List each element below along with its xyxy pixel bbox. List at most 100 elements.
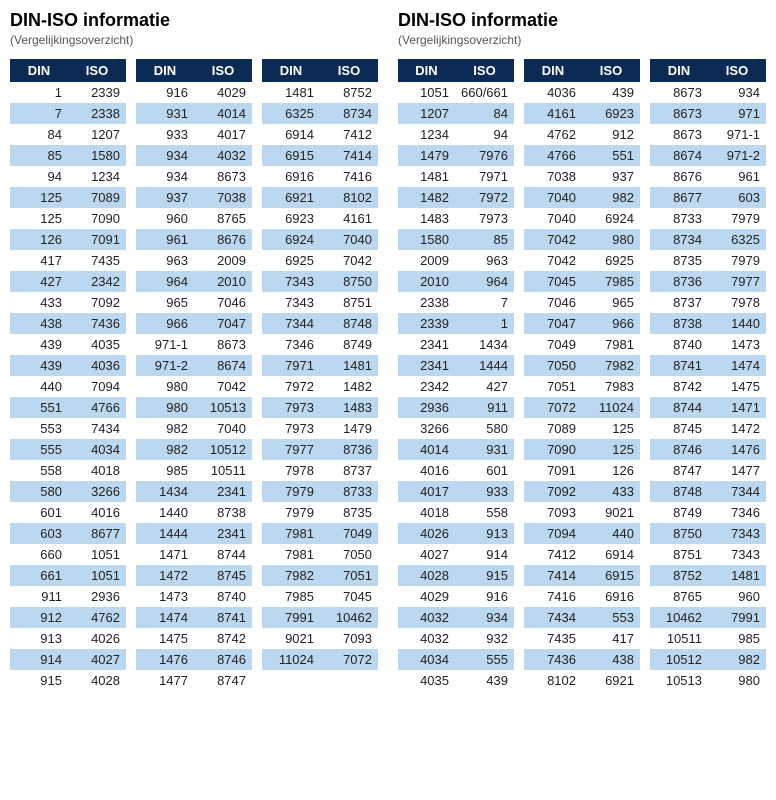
cell-din: 8751: [650, 544, 708, 565]
table-row: 87487344: [650, 481, 766, 502]
table-row: 69167416: [262, 166, 378, 187]
cell-iso: 980: [582, 229, 640, 250]
cell-iso: 8745: [194, 565, 252, 586]
cell-iso: 3266: [68, 481, 126, 502]
cell-din: 558: [10, 460, 68, 481]
cell-din: 6916: [262, 166, 320, 187]
table-row: 4014931: [398, 439, 514, 460]
table-row: 7092433: [524, 481, 640, 502]
cell-din: 2342: [398, 376, 455, 397]
table-row: 73468749: [262, 334, 378, 355]
table-row: 10511985: [650, 628, 766, 649]
table-row: 73448748: [262, 313, 378, 334]
table-row: 79798733: [262, 481, 378, 502]
cell-iso: 2009: [194, 250, 252, 271]
cell-iso: 2010: [194, 271, 252, 292]
cell-din: 8747: [650, 460, 708, 481]
cell-din: 7343: [262, 271, 320, 292]
table-row: 7091126: [524, 460, 640, 481]
cell-din: 7978: [262, 460, 320, 481]
cell-din: 6914: [262, 124, 320, 145]
cell-iso: 8750: [320, 271, 378, 292]
cell-iso: 7092: [68, 292, 126, 313]
cell-din: 2936: [398, 397, 455, 418]
cell-din: 8677: [650, 187, 708, 208]
table-row: 69147412: [262, 124, 378, 145]
cell-iso: 2339: [68, 82, 126, 103]
cell-din: 1483: [398, 208, 455, 229]
cell-din: 2009: [398, 250, 455, 271]
cell-din: 8748: [650, 481, 708, 502]
cell-iso: 7050: [320, 544, 378, 565]
table-row: 1051660/661: [398, 82, 514, 103]
table-row: 90217093: [262, 628, 378, 649]
cell-iso: 8734: [320, 103, 378, 124]
table-row: 4394035: [10, 334, 126, 355]
table-row: 5803266: [10, 481, 126, 502]
cell-iso: 4014: [194, 103, 252, 124]
table-row: 14738740: [136, 586, 252, 607]
cell-iso: 4026: [68, 628, 126, 649]
cell-din: 7040: [524, 187, 582, 208]
cell-din: 603: [10, 523, 68, 544]
cell-iso: 4036: [68, 355, 126, 376]
cell-din: 6921: [262, 187, 320, 208]
cell-din: 3266: [398, 418, 455, 439]
cell-din: 8673: [650, 103, 708, 124]
cell-iso: 914: [455, 544, 514, 565]
table-row: 23387: [398, 292, 514, 313]
cell-din: 1474: [136, 607, 194, 628]
table-row: 7090125: [524, 439, 640, 460]
table-row: 8765960: [650, 586, 766, 607]
table-row: 69157414: [262, 145, 378, 166]
cell-din: 8673: [650, 124, 708, 145]
cell-iso: 553: [582, 607, 640, 628]
table-row: 41616923: [524, 103, 640, 124]
cell-din: 660: [10, 544, 68, 565]
cell-din: 555: [10, 439, 68, 460]
cell-iso: 1481: [708, 565, 766, 586]
cell-din: 10511: [650, 628, 708, 649]
cell-din: 438: [10, 313, 68, 334]
table-row: 4762912: [524, 124, 640, 145]
table-row: 7094440: [524, 523, 640, 544]
cell-iso: 7094: [68, 376, 126, 397]
cell-iso: 7991: [708, 607, 766, 628]
table-row: 8677603: [650, 187, 766, 208]
table-row: 5584018: [10, 460, 126, 481]
cell-iso: 2342: [68, 271, 126, 292]
table-row: 79827051: [262, 565, 378, 586]
cell-din: 1444: [136, 523, 194, 544]
table-row: 69234161: [262, 208, 378, 229]
table-row: 70406924: [524, 208, 640, 229]
cell-iso: 1479: [320, 418, 378, 439]
cell-iso: 4027: [68, 649, 126, 670]
cell-din: 4028: [398, 565, 455, 586]
cell-iso: 4032: [194, 145, 252, 166]
table-row: 2342427: [398, 376, 514, 397]
cell-din: 934: [136, 166, 194, 187]
cell-din: 4762: [524, 124, 582, 145]
table-row: 79778736: [262, 439, 378, 460]
cell-iso: 1481: [320, 355, 378, 376]
table-row: 69257042: [262, 250, 378, 271]
cell-din: 7049: [524, 334, 582, 355]
table-row: 87497346: [650, 502, 766, 523]
cell-din: 84: [10, 124, 68, 145]
cell-iso: 1475: [708, 376, 766, 397]
table-row: 7042980: [524, 229, 640, 250]
table-row: 4272342: [10, 271, 126, 292]
cell-iso: 971: [708, 103, 766, 124]
din-iso-table: DINISO1051660/66112078412349414797976148…: [398, 59, 514, 691]
cell-din: 937: [136, 187, 194, 208]
cell-din: 7971: [262, 355, 320, 376]
cell-din: 433: [10, 292, 68, 313]
col-header-din: DIN: [398, 59, 455, 82]
table-row: 4026913: [398, 523, 514, 544]
cell-iso: 2341: [194, 481, 252, 502]
cell-din: 553: [10, 418, 68, 439]
cell-din: 8733: [650, 208, 708, 229]
cell-din: 8738: [650, 313, 708, 334]
table-row: 70497981: [524, 334, 640, 355]
cell-din: 126: [10, 229, 68, 250]
